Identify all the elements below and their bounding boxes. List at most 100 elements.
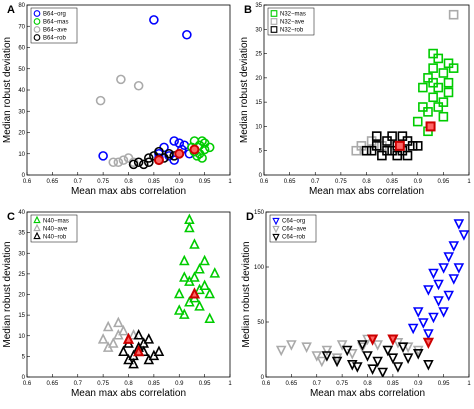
panel-b-highlight-1 (425, 121, 436, 132)
panel-d-point-0-0 (412, 307, 424, 318)
panel-a-legend: B64−org B64−mas B64−ave B64−rob (30, 7, 78, 44)
panel-c-point-2-12 (143, 353, 155, 365)
panel-a-legend-label-2: B64−ave (43, 28, 68, 34)
panel-b-xtick-6: 0.9 (414, 179, 423, 185)
panel-d-point-2-14 (367, 364, 378, 375)
panel-d-point-1-12 (402, 342, 414, 353)
panel-b-point-0-14 (433, 82, 444, 93)
panel-d-point-2-12 (377, 367, 389, 377)
panel-b-point-0-3 (433, 53, 444, 64)
panel-a-ytick-8: 80 (18, 3, 25, 9)
panel-a-xtick-0: 0.6 (23, 179, 32, 185)
panel-b-ytick-4: 20 (255, 76, 262, 82)
panel-c-ytick-4: 20 (18, 293, 25, 299)
panel-a-point-2-4 (108, 157, 119, 168)
panel-d-point-2-8 (402, 353, 414, 364)
panel-d-xtick-6: 0.9 (414, 381, 423, 387)
panel-c-ytick-3: 15 (18, 313, 25, 319)
panel-c-point-0-14 (173, 304, 185, 315)
panel-a-series-3 (128, 146, 179, 170)
panel-d-legend: C64−org C64−ave C64−rob (269, 214, 317, 243)
panel-d-data (275, 219, 469, 377)
panel-b-letter: B (244, 4, 252, 16)
panel-c-xlabel: Mean max abs correlation (71, 388, 186, 399)
panel-d-legend-label-0: C64−org (282, 219, 305, 225)
panel-d-point-1-5 (336, 340, 348, 351)
panel-d-legend-label-1: C64−ave (282, 227, 307, 233)
panel-a-legend-label-3: B64−rob (43, 36, 67, 42)
panel-c-point-2-6 (123, 353, 134, 365)
panel-c-ytick-6: 30 (18, 251, 25, 257)
panel-d-point-1-9 (372, 340, 383, 351)
panel-b-point-1-6 (377, 141, 387, 151)
panel-b-point-2-13 (371, 131, 382, 141)
panel-c-xtick-7: 0.95 (199, 381, 211, 387)
panel-c-legend-label-2: N40−rob (43, 235, 67, 241)
panel-b-xlabel: Mean max abs correlation (309, 186, 424, 197)
panel-a-ytick-2: 20 (18, 131, 25, 137)
panel-b-legend-label-0: N32−mas (280, 12, 306, 18)
panel-c-ytick-7: 35 (18, 231, 25, 237)
panel-d-ytick-2: 100 (254, 265, 265, 271)
panel-a-legend-marker-0 (33, 10, 41, 17)
panel-d-ytick-0: 0 (261, 375, 265, 381)
panel-c-highlight-2 (188, 287, 201, 299)
panel-c-ylabel: Median robust deviation (2, 241, 13, 347)
panel-d-legend-marker-0 (272, 217, 280, 226)
panel-b-xtick-3: 0.75 (335, 179, 347, 185)
panel-a-ytick-7: 70 (18, 24, 25, 30)
panel-c-highlight-0 (122, 332, 135, 344)
panel-b-point-0-18 (443, 58, 454, 69)
panel-a-point-3-4 (138, 159, 149, 170)
panel-c-ytick-2: 10 (18, 334, 25, 340)
panel-c: 0.6 0.65 0.7 0.75 0.8 0.85 0.9 0.95 105101520253… (2, 210, 232, 399)
panel-b-data (351, 9, 459, 161)
panel-b-legend-marker-0 (270, 10, 278, 17)
panel-c-legend-label-1: N40−ave (43, 227, 68, 233)
panel-d-point-2-2 (341, 345, 353, 357)
panel-a-highlight-1 (174, 148, 185, 159)
panel-c-xtick-6: 0.9 (175, 381, 184, 387)
panel-d-point-0-12 (443, 290, 454, 302)
panel-a-point-0-1 (182, 29, 192, 40)
panel-b-highlight-0 (394, 140, 405, 151)
panel-b-xtick-7: 0.95 (438, 179, 450, 185)
panel-b-point-0-5 (443, 77, 454, 88)
panel-a-ylabel: Median robust deviation (2, 37, 13, 143)
panel-b-point-1-2 (366, 136, 377, 146)
panel-b-point-2-11 (382, 145, 392, 156)
panel-a-legend-box (30, 7, 78, 44)
panel-c-point-2-0 (118, 345, 129, 357)
panel-d-point-2-3 (352, 362, 363, 373)
panel-b-series-0 (412, 48, 459, 137)
panel-a-point-0-13 (169, 155, 179, 165)
panel-a-point-1-8 (204, 142, 215, 153)
panel-b-ytick-2: 10 (255, 124, 262, 130)
panel-d-highlight-0 (366, 334, 379, 346)
panel-a-point-3-1 (144, 153, 154, 163)
panel-c-series-2 (118, 328, 165, 369)
panel-a-point-2-7 (113, 157, 124, 168)
panel-c-point-1-6 (113, 316, 124, 328)
panel-d-point-0-15 (453, 263, 465, 274)
panel-d-point-2-5 (372, 356, 383, 368)
panel-c-point-1-3 (118, 324, 129, 336)
panel-b-point-2-12 (407, 141, 418, 151)
panel-d-point-0-14 (428, 312, 439, 324)
panel-d-point-2-16 (346, 359, 358, 371)
panel-a-legend-marker-1 (33, 18, 41, 25)
panel-b-point-2-2 (382, 136, 392, 146)
panel-c-point-1-7 (102, 341, 114, 352)
panel-a-xtick-3: 0.75 (97, 179, 109, 185)
panel-a-legend-marker-3 (33, 34, 41, 41)
panel-c-point-0-12 (199, 254, 210, 266)
panel-c-ytick-0: 0 (22, 375, 26, 381)
panel-d-xtick-7: 0.95 (438, 381, 450, 387)
panel-d-point-2-7 (392, 362, 404, 373)
panel-a-ytick-1: 10 (18, 152, 25, 158)
panel-a-xtick-5: 0.85 (148, 179, 160, 185)
panel-c-point-0-10 (194, 300, 205, 311)
panel-c-point-0-3 (194, 262, 205, 274)
panel-b-point-0-7 (423, 107, 433, 117)
panel-b-xtick-2: 0.7 (311, 179, 320, 185)
